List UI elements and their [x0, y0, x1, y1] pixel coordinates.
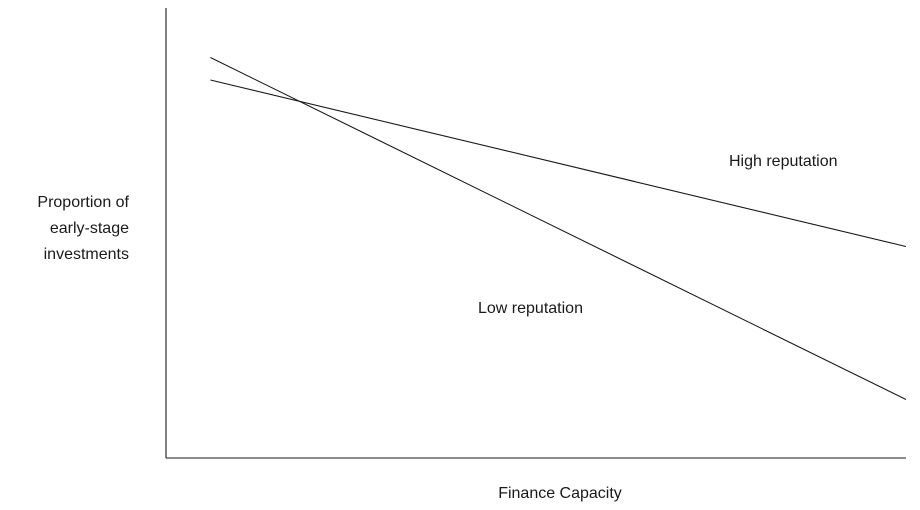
y-axis-label-line-1: Proportion of: [37, 194, 129, 211]
y-axis-label-line-3: investments: [44, 246, 129, 263]
x-axis-label: Finance Capacity: [498, 485, 622, 502]
series-label-low-reputation: Low reputation: [478, 300, 583, 317]
series-label-high-reputation: High reputation: [729, 153, 838, 170]
series-line-low-reputation: [210, 57, 907, 400]
series-line-high-reputation: [210, 79, 907, 248]
y-axis-label-line-2: early-stage: [50, 220, 129, 237]
